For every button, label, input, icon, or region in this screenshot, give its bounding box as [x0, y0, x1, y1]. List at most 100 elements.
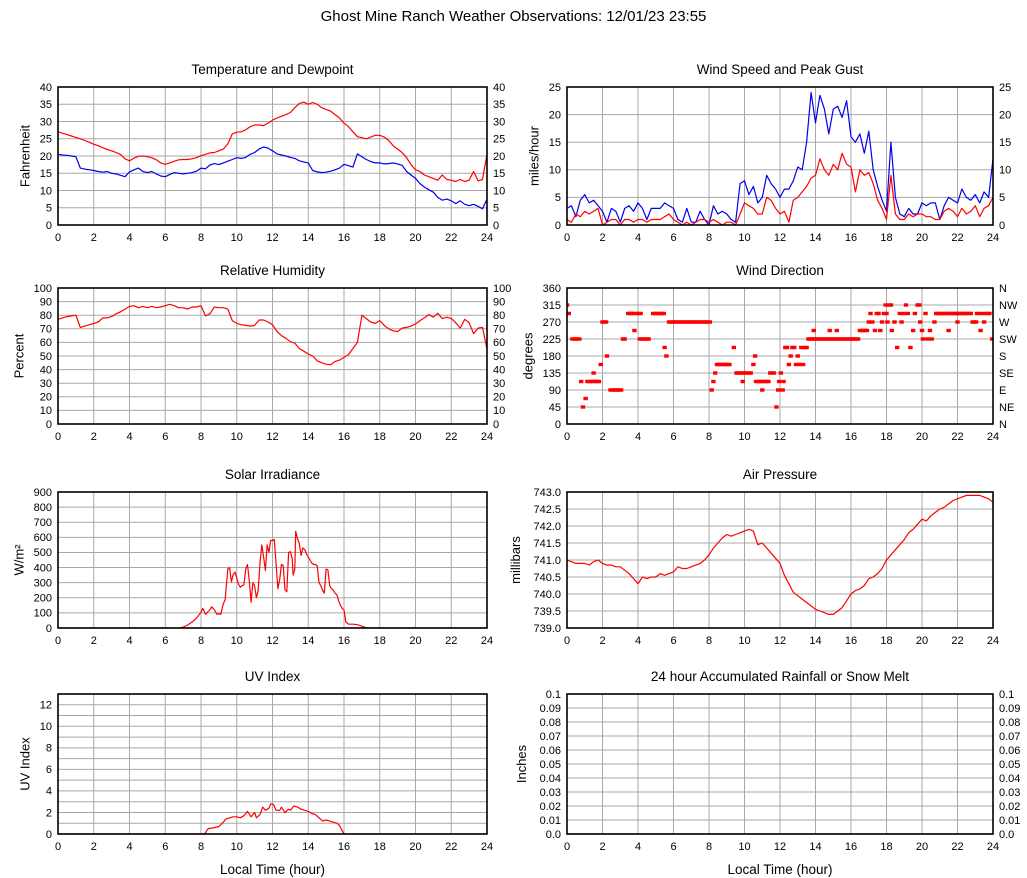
y-tick-label: 40 [40, 82, 52, 94]
y-tick-label-right: 5 [999, 192, 1005, 204]
scatter-point [727, 362, 732, 367]
x-tick-label: 22 [951, 635, 963, 647]
scatter-point [567, 311, 571, 316]
scatter-point [583, 396, 588, 401]
y-tick-label: 0 [46, 829, 52, 841]
x-tick-label: 12 [266, 841, 278, 853]
x-tick-label: 14 [302, 841, 314, 853]
y-tick-label-right: 30 [493, 378, 505, 390]
y-tick-label: 300 [34, 577, 52, 589]
scatter-point [879, 320, 885, 324]
y-tick-label: 70 [40, 324, 52, 336]
relative_humidity-series [58, 303, 487, 366]
x-tick-label: 14 [302, 635, 314, 647]
x-tick-label: 4 [126, 232, 132, 244]
y-tick-label-right: 0.1 [999, 689, 1014, 701]
scatter-point [781, 379, 786, 384]
plot-frame [566, 693, 994, 835]
y-tick-label: 15 [549, 137, 561, 149]
scatter-point [638, 311, 643, 316]
x-tick-label: 2 [91, 635, 97, 647]
solar_irradiance-series [58, 530, 487, 628]
scatter-point [784, 345, 790, 350]
y-tick-label: 5 [46, 203, 52, 215]
chart-title: Solar Irradiance [225, 467, 320, 482]
y-tick-label: 10 [40, 185, 52, 197]
y-tick-label-right: 30 [493, 116, 505, 128]
y-tick-label-right: 0.09 [999, 703, 1020, 715]
scatter-point [883, 303, 888, 307]
y-tick-label: 0.03 [540, 787, 561, 799]
y-tick-label-right: 50 [493, 351, 505, 363]
x-tick-label: 14 [302, 232, 314, 244]
x-tick-label: 6 [162, 635, 168, 647]
plot-frame [57, 86, 488, 226]
scatter-point [622, 337, 627, 341]
x-tick-label: 22 [445, 431, 457, 443]
chart-title: UV Index [245, 669, 301, 684]
y-tick-label-right: 35 [493, 99, 505, 111]
y-tick-label: 741.5 [533, 538, 561, 550]
scatter-point [973, 320, 979, 324]
y-tick-label: 100 [34, 283, 52, 295]
y-tick-label: 0 [555, 419, 561, 431]
scatter-point [731, 345, 737, 350]
y-tick-label: 0.0 [546, 829, 561, 841]
y-tick-label: 800 [34, 502, 52, 514]
x-tick-label: 20 [916, 635, 928, 647]
x-tick-label: 18 [374, 841, 386, 853]
y-tick-label: 30 [40, 116, 52, 128]
x-tick-label: 16 [845, 232, 857, 244]
scatter-point [748, 371, 753, 375]
scatter-point [827, 328, 832, 333]
scatter-point [919, 328, 925, 333]
x-tick-label: 18 [880, 635, 892, 647]
x-tick-label: 8 [706, 431, 712, 443]
x-tick-label: 22 [445, 232, 457, 244]
x-axis-label: Local Time (hour) [220, 862, 325, 877]
scatter-point [976, 311, 981, 316]
scatter-point [579, 379, 584, 384]
x-tick-label: 8 [706, 841, 712, 853]
y-tick-label-right: 0.0 [999, 829, 1014, 841]
x-tick-label: 8 [198, 841, 204, 853]
x-tick-label: 18 [880, 841, 892, 853]
y-tick-label: 4 [46, 786, 52, 798]
x-tick-label: 0 [564, 841, 570, 853]
y-tick-label-right: NE [999, 402, 1014, 414]
y-tick-label-right: 0.03 [999, 787, 1020, 799]
x-tick-label: 20 [409, 635, 421, 647]
y-tick-label: 8 [46, 743, 52, 755]
x-tick-label: 16 [338, 841, 350, 853]
y-tick-label: 60 [40, 337, 52, 349]
x-tick-label: 20 [409, 431, 421, 443]
y-tick-label: 740.5 [533, 572, 561, 584]
x-tick-label: 4 [635, 841, 641, 853]
plot-frame [57, 491, 488, 629]
x-tick-label: 24 [481, 431, 493, 443]
y-tick-label-right: 80 [493, 310, 505, 322]
scatter-point [709, 388, 714, 392]
x-tick-label: 6 [670, 431, 676, 443]
x-tick-label: 2 [599, 635, 605, 647]
y-tick-label: 0 [46, 220, 52, 232]
y-tick-label: 739.0 [533, 623, 561, 635]
chart-title: Air Pressure [743, 467, 817, 482]
scatter-point [603, 320, 609, 324]
x-tick-label: 16 [338, 232, 350, 244]
wind_speed_gust-series [567, 91, 993, 225]
y-tick-label: 180 [543, 351, 561, 363]
y-tick-label-right: 0.05 [999, 759, 1020, 771]
scatter-point [885, 320, 890, 324]
scatter-point [661, 311, 666, 316]
x-tick-label: 10 [231, 841, 243, 853]
scatter-point [788, 354, 793, 358]
scatter-point [927, 328, 933, 333]
scatter-point [771, 371, 776, 375]
scatter-point [577, 337, 582, 341]
y-tick-label-right: 10 [493, 185, 505, 197]
x-tick-label: 14 [302, 431, 314, 443]
scatter-point [870, 320, 875, 324]
